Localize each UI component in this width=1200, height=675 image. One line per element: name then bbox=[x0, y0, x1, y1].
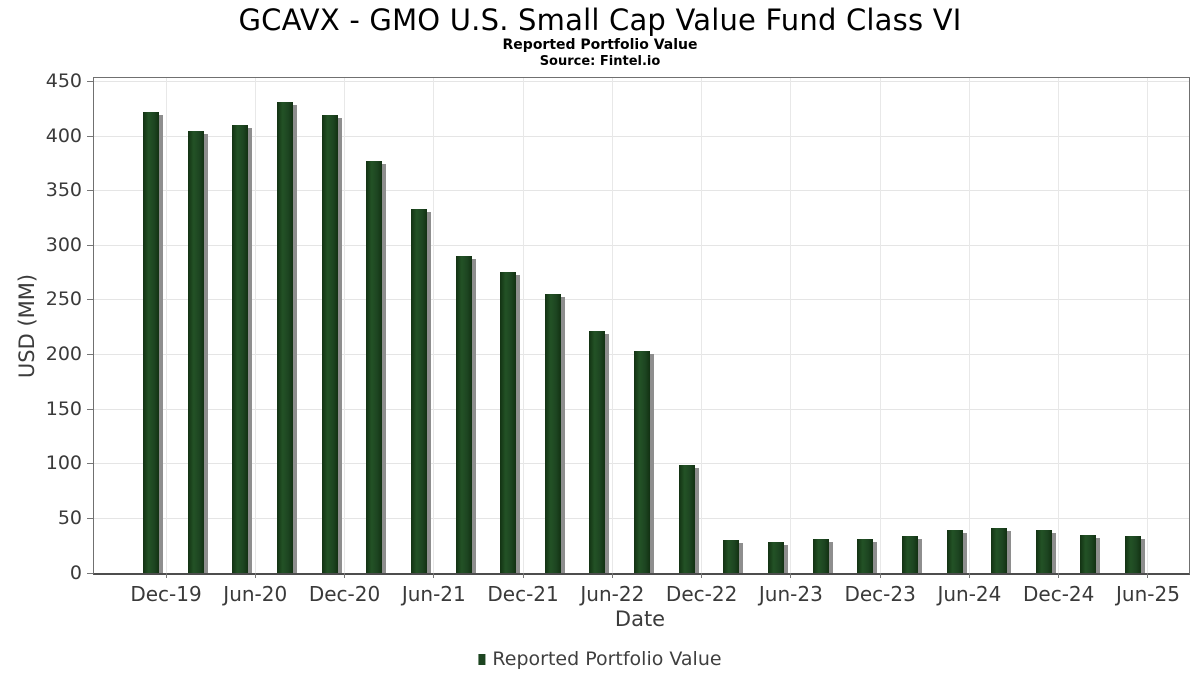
bar bbox=[857, 539, 874, 573]
y-tick-label: 400 bbox=[45, 124, 82, 147]
x-tick-mark bbox=[611, 573, 613, 578]
y-tick-mark bbox=[87, 244, 93, 246]
bar bbox=[232, 125, 249, 573]
legend-marker-icon bbox=[478, 653, 486, 665]
gridline-horizontal bbox=[94, 244, 1189, 246]
y-tick-mark bbox=[87, 463, 93, 465]
gridline-horizontal bbox=[94, 299, 1189, 301]
y-tick-mark bbox=[87, 190, 93, 192]
y-tick-label: 50 bbox=[57, 506, 82, 529]
bar bbox=[366, 161, 383, 573]
bar bbox=[544, 294, 561, 573]
x-tick-mark bbox=[701, 573, 703, 578]
bar bbox=[991, 528, 1008, 573]
gridline-vertical bbox=[1147, 78, 1149, 573]
bar bbox=[187, 130, 204, 573]
bar bbox=[455, 256, 472, 573]
x-tick-mark bbox=[1147, 573, 1149, 578]
x-axis-title: Date bbox=[614, 607, 666, 631]
x-tick-label: Dec-19 bbox=[130, 582, 202, 606]
y-tick-mark bbox=[87, 408, 93, 410]
bar bbox=[634, 351, 651, 573]
gridline-vertical bbox=[968, 78, 970, 573]
gridline-horizontal bbox=[94, 81, 1189, 82]
y-tick-label: 300 bbox=[45, 233, 82, 256]
gridline-vertical bbox=[344, 78, 346, 573]
bar bbox=[723, 540, 740, 573]
y-tick-mark bbox=[87, 81, 93, 82]
legend-label: Reported Portfolio Value bbox=[492, 648, 722, 670]
y-axis-title: USD (MM) bbox=[15, 273, 39, 379]
gridline-vertical bbox=[701, 78, 703, 573]
x-tick-label: Dec-23 bbox=[844, 582, 916, 606]
bar bbox=[500, 271, 517, 573]
x-tick-mark bbox=[790, 573, 792, 578]
bar bbox=[812, 539, 829, 573]
bar bbox=[678, 464, 695, 573]
gridline-horizontal bbox=[94, 135, 1189, 137]
y-tick-label: 200 bbox=[45, 343, 82, 366]
y-tick-label: 350 bbox=[45, 179, 82, 202]
chart-title: GCAVX - GMO U.S. Small Cap Value Fund Cl… bbox=[238, 3, 962, 37]
y-tick-label: 150 bbox=[45, 397, 82, 420]
y-tick-label: 0 bbox=[69, 561, 82, 584]
y-tick-label: 450 bbox=[45, 70, 82, 92]
y-tick-mark bbox=[87, 299, 93, 301]
x-tick-label: Jun-25 bbox=[1116, 582, 1180, 606]
y-tick-label: 250 bbox=[45, 288, 82, 311]
chart-subtitle: Reported Portfolio Value bbox=[502, 37, 698, 53]
y-tick-mark bbox=[87, 135, 93, 137]
gridline-vertical bbox=[165, 78, 167, 573]
plot-area: 0 50 100 150 200 250 300 350 400 450 Dec-19 Jun-20 D… bbox=[46, 70, 1190, 606]
gridline-vertical bbox=[254, 78, 256, 573]
gridline-vertical bbox=[611, 78, 613, 573]
x-tick-label: Dec-22 bbox=[665, 582, 738, 606]
bar bbox=[277, 102, 294, 573]
x-tick-mark bbox=[433, 573, 435, 578]
chart-source-label: Source: Fintel.io bbox=[539, 54, 661, 69]
bar bbox=[1035, 530, 1052, 573]
x-tick-label: Jun-24 bbox=[937, 582, 1002, 606]
bar bbox=[901, 535, 918, 573]
x-tick-mark bbox=[1058, 573, 1060, 578]
x-tick-label: Dec-24 bbox=[1023, 582, 1095, 606]
gridline-horizontal bbox=[94, 190, 1189, 192]
y-tick-mark bbox=[87, 517, 93, 519]
bar bbox=[321, 115, 338, 573]
x-tick-label: Jun-21 bbox=[401, 582, 466, 606]
bar bbox=[1080, 534, 1097, 573]
x-tick-mark bbox=[254, 573, 256, 578]
bar bbox=[946, 530, 963, 573]
bar bbox=[143, 112, 160, 573]
gridline-vertical bbox=[522, 78, 524, 573]
x-tick-mark bbox=[522, 573, 524, 578]
x-tick-mark bbox=[165, 573, 167, 578]
x-tick-mark bbox=[879, 573, 881, 578]
legend: Reported Portfolio Value bbox=[478, 648, 722, 670]
x-tick-label: Jun-20 bbox=[223, 582, 288, 606]
gridline-vertical bbox=[879, 78, 881, 573]
y-tick-mark bbox=[87, 354, 93, 356]
bar bbox=[1125, 535, 1142, 573]
x-tick-mark bbox=[968, 573, 970, 578]
gridline-vertical bbox=[790, 78, 792, 573]
gridline-vertical bbox=[1058, 78, 1060, 573]
x-tick-label: Dec-21 bbox=[487, 582, 559, 606]
bar bbox=[589, 330, 606, 573]
x-tick-mark bbox=[344, 573, 346, 578]
bar bbox=[410, 209, 427, 573]
gridline-vertical bbox=[433, 78, 435, 573]
x-tick-label: Jun-23 bbox=[758, 582, 823, 606]
y-tick-mark bbox=[87, 572, 93, 574]
bar bbox=[768, 542, 784, 573]
y-tick-label: 100 bbox=[45, 452, 82, 475]
x-tick-label: Jun-22 bbox=[580, 582, 645, 606]
x-tick-label: Dec-20 bbox=[308, 582, 381, 606]
